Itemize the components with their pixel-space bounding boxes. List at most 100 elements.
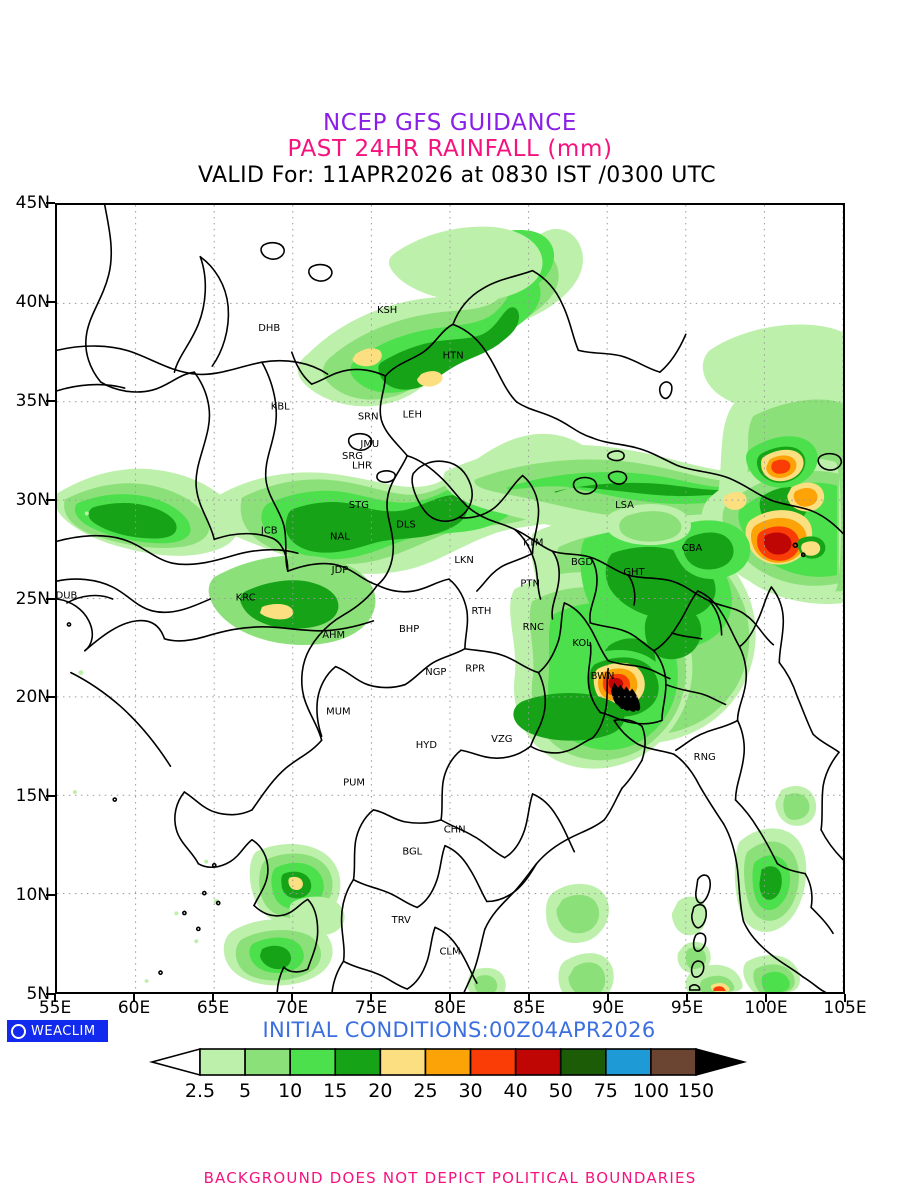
lon-tick-85e: 85E [512, 998, 546, 1018]
colorbar-cell-7 [514, 1048, 562, 1076]
city-label-rth: RTH [472, 606, 492, 617]
lat-tick-mark [46, 498, 55, 501]
rainfall-map[interactable]: DUB DHB KSH HTN KBL SRN LEH JMU SRG LHR STG DLS LSA J… [55, 203, 845, 994]
colorbar-cell-5 [424, 1048, 472, 1076]
colorbar-label-40: 40 [503, 1080, 528, 1102]
city-label-bhp: BHP [399, 624, 419, 635]
city-label-krc: KRC [236, 592, 256, 603]
precip-arabian-specks [72, 511, 219, 984]
weaclim-logo[interactable]: WEACLIM [7, 1020, 108, 1042]
rainfall-colorbar[interactable]: 2.5 5 10 15 20 25 30 40 50 75 100 150 [0, 1046, 900, 1108]
city-label-bgd: BGD [571, 557, 593, 568]
lat-tick-mark [46, 597, 55, 600]
city-label-kol: KOL [572, 638, 592, 649]
lon-tick-mark [449, 994, 451, 1002]
lat-tick-40n: 40N [15, 291, 50, 312]
city-label-clm: CLM [439, 947, 460, 958]
lon-tick-mark [686, 994, 688, 1002]
lon-tick-mark [765, 994, 767, 1002]
city-label-jmu: JMU [359, 439, 379, 450]
colorbar-under-arrow [148, 1047, 201, 1077]
colorbar-label-2-5: 2.5 [184, 1080, 216, 1102]
lat-tick-10n: 10N [15, 885, 50, 906]
lat-tick-mark [46, 696, 55, 699]
lat-tick-5n: 5N [26, 984, 50, 1004]
city-label-dls: DLS [396, 520, 415, 531]
city-label-jdp: JDP [331, 565, 349, 576]
colorbar-label-20: 20 [368, 1080, 393, 1102]
initial-conditions-label: INITIAL CONDITIONS:00Z04APR2026 [262, 1018, 656, 1042]
lon-tick-80e: 80E [433, 998, 467, 1018]
city-label-ahm: AHM [322, 630, 345, 641]
lat-tick-25n: 25N [15, 588, 50, 609]
city-label-nal: NAL [330, 531, 350, 542]
colorbar-label-30: 30 [458, 1080, 483, 1102]
lon-tick-70e: 70E [275, 998, 309, 1018]
lat-tick-mark [46, 894, 55, 897]
city-label-pum: PUM [343, 777, 365, 788]
page-title: NCEP GFS GUIDANCE [322, 110, 577, 136]
city-label-ngp: NGP [425, 667, 446, 678]
city-label-mum: MUM [326, 707, 350, 718]
lon-tick-mark [370, 994, 372, 1002]
title-block: NCEP GFS GUIDANCE PAST 24HR RAINFALL (mm… [0, 110, 900, 188]
colorbar-label-150: 150 [677, 1080, 715, 1102]
city-label-dhb: DHB [258, 323, 280, 334]
city-label-lhr: LHR [352, 461, 372, 472]
city-label-stg: STG [349, 500, 369, 511]
colorbar-label-15: 15 [323, 1080, 348, 1102]
lat-tick-mark [46, 300, 55, 303]
colorbar-label-5: 5 [239, 1080, 252, 1102]
city-label-rnc: RNC [523, 622, 544, 633]
colorbar-label-25: 25 [413, 1080, 438, 1102]
city-label-ktm: KTM [523, 537, 543, 548]
city-label-ptn: PTN [520, 579, 540, 590]
colorbar-label-10: 10 [278, 1080, 303, 1102]
lon-tick-90e: 90E [591, 998, 625, 1018]
map-boundaries [57, 205, 843, 992]
lon-tick-mark [212, 994, 214, 1002]
weaclim-logo-text: WEACLIM [31, 1023, 96, 1039]
city-label-htn: HTN [443, 350, 464, 361]
colorbar-label-100: 100 [632, 1080, 670, 1102]
colorbar-swatches [148, 1047, 748, 1077]
lon-tick-mark [133, 994, 135, 1002]
lat-tick-mark [46, 795, 55, 798]
lon-tick-60e: 60E [117, 998, 151, 1018]
city-label-leh: LEH [403, 410, 422, 421]
colorbar-cell-2 [289, 1048, 337, 1076]
city-label-dub: DUB [57, 591, 78, 602]
page-subtitle: PAST 24HR RAINFALL (mm) [287, 135, 613, 162]
colorbar-label-75: 75 [593, 1080, 618, 1102]
city-label-jcb: JCB [260, 526, 278, 537]
colorbar-cell-3 [334, 1048, 382, 1076]
lat-tick-15n: 15N [15, 786, 50, 807]
city-label-lkn: LKN [454, 555, 473, 566]
city-label-srn: SRN [358, 411, 379, 422]
lon-tick-55e: 55E [38, 998, 72, 1018]
colorbar-over-arrow [695, 1047, 748, 1077]
city-label-bwn: BWN [591, 671, 615, 682]
city-label-kbl: KBL [271, 402, 290, 413]
colorbar-cell-10 [650, 1048, 697, 1076]
precip-kerala [223, 844, 345, 986]
city-label-chn: CHN [444, 825, 466, 836]
lon-tick-mark [54, 994, 56, 1002]
precip-band-kashmir [297, 226, 583, 407]
lon-tick-mark [607, 994, 609, 1002]
lon-tick-mark [844, 994, 846, 1002]
valid-time-label: VALID For: 11APR2026 at 0830 IST /0300 U… [197, 162, 717, 188]
city-label-hyd: HYD [416, 740, 438, 751]
lon-tick-65e: 65E [196, 998, 230, 1018]
lat-tick-35n: 35N [15, 390, 50, 411]
city-label-bgl: BGL [402, 846, 422, 857]
lat-tick-mark [46, 993, 55, 995]
precip-band-hindukush [57, 433, 608, 645]
lat-tick-45n: 45N [15, 193, 50, 213]
lat-tick-30n: 30N [15, 489, 50, 510]
lat-tick-20n: 20N [15, 687, 50, 708]
precip-tibet-small [605, 503, 691, 546]
city-label-srg: SRG [342, 451, 363, 462]
colorbar-label-50: 50 [548, 1080, 573, 1102]
